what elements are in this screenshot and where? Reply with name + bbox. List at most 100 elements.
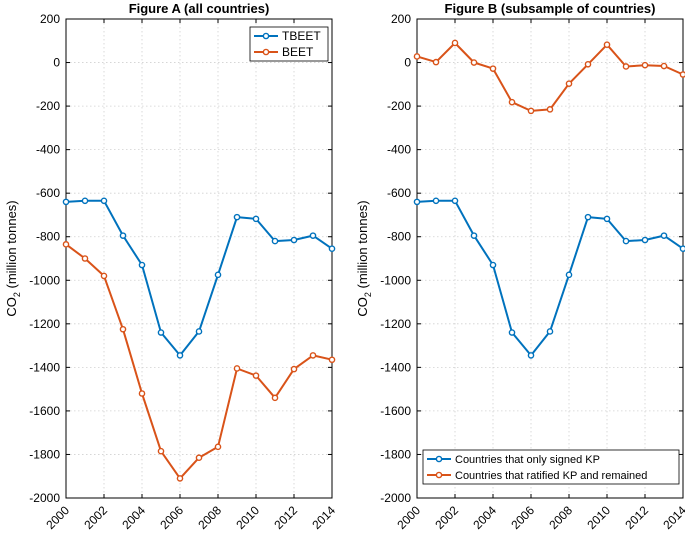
- data-point: [62, 241, 70, 248]
- y-tick-label: 0: [53, 56, 60, 70]
- data-point: [660, 232, 668, 239]
- data-point: [233, 365, 241, 372]
- data-point: [432, 197, 440, 205]
- data-point: [290, 365, 298, 373]
- data-point: [214, 271, 222, 279]
- data-point: [603, 215, 611, 223]
- x-tick-label: 2008: [195, 503, 224, 532]
- plot-area: [417, 19, 683, 498]
- y-tick-label: -1600: [29, 404, 60, 418]
- data-point: [176, 352, 184, 359]
- y-tick-label: -400: [387, 143, 411, 157]
- x-tick-label: 2012: [271, 503, 300, 532]
- data-point: [413, 53, 421, 60]
- y-tick-label: -800: [36, 230, 60, 244]
- y-tick-label: -600: [387, 186, 411, 200]
- y-tick-label: -200: [36, 99, 60, 113]
- plot-area: [66, 19, 332, 498]
- x-tick-label: 2010: [584, 503, 613, 532]
- data-point: [157, 329, 165, 336]
- data-point: [546, 328, 554, 335]
- legend-marker: [262, 48, 270, 56]
- data-point: [138, 390, 146, 397]
- x-tick-label: 2004: [119, 503, 148, 532]
- y-tick-label: -2000: [29, 491, 60, 505]
- chart-title: Figure A (all countries): [129, 1, 270, 16]
- y-axis-label: CO2 (million tonnes): [355, 200, 373, 316]
- data-point: [271, 237, 279, 245]
- x-tick-label: 2002: [432, 503, 461, 532]
- data-point: [622, 237, 630, 245]
- data-point: [603, 41, 611, 48]
- data-point: [252, 372, 260, 379]
- data-point: [432, 58, 440, 66]
- data-point: [660, 62, 668, 70]
- data-point: [470, 59, 478, 66]
- data-point: [157, 447, 165, 455]
- x-tick-label: 2012: [622, 503, 651, 532]
- data-point: [470, 232, 478, 239]
- chart-b: 2000-200-400-600-800-1000-1200-1400-1600…: [355, 1, 685, 532]
- data-point: [508, 98, 516, 106]
- data-point: [81, 197, 89, 205]
- y-tick-label: -400: [36, 143, 60, 157]
- legend-marker: [435, 471, 443, 479]
- data-point: [252, 215, 260, 223]
- data-point: [584, 213, 592, 221]
- legend: Countries that only signed KP Countries t…: [422, 449, 680, 485]
- chart-title: Figure B (subsample of countries): [445, 1, 656, 16]
- data-point: [451, 39, 459, 47]
- data-point: [679, 71, 685, 78]
- data-point: [489, 65, 497, 72]
- data-point: [81, 255, 89, 262]
- legend-label: Countries that ratified KP and remained: [455, 470, 647, 482]
- data-point: [195, 454, 203, 462]
- legend: TBEET BEET: [249, 26, 329, 62]
- legend-label: TBEET: [282, 29, 321, 43]
- x-tick-label: 2008: [546, 503, 575, 532]
- data-point: [641, 236, 649, 244]
- data-point: [328, 245, 336, 253]
- legend-marker: [435, 455, 443, 463]
- data-point: [233, 213, 241, 221]
- data-point: [62, 198, 70, 206]
- y-tick-label: -600: [36, 186, 60, 200]
- y-tick-label: -1800: [380, 447, 411, 461]
- chart-a: 2000-200-400-600-800-1000-1200-1400-1600…: [4, 1, 338, 532]
- data-point: [119, 232, 127, 239]
- y-tick-label: -200: [387, 99, 411, 113]
- data-point: [527, 352, 535, 359]
- y-tick-label: -1200: [380, 317, 411, 331]
- data-point: [214, 443, 222, 451]
- legend-label: BEET: [282, 45, 314, 59]
- x-tick-label: 2002: [81, 503, 110, 532]
- y-axis-label: CO2 (million tonnes): [4, 200, 22, 316]
- axes-box: [65, 18, 333, 499]
- legend-marker: [262, 32, 270, 40]
- y-tick-label: 200: [40, 12, 60, 26]
- y-tick-label: -2000: [380, 491, 411, 505]
- x-tick-label: 2014: [660, 503, 685, 532]
- data-point: [622, 63, 630, 70]
- x-tick-label: 2000: [43, 503, 72, 532]
- x-tick-label: 2000: [394, 503, 423, 532]
- data-point: [489, 261, 497, 269]
- y-tick-label: -1400: [380, 360, 411, 374]
- y-tick-label: -1000: [380, 273, 411, 287]
- data-point: [309, 352, 317, 359]
- data-point: [100, 197, 108, 205]
- y-tick-label: -800: [387, 230, 411, 244]
- y-tick-label: -1000: [29, 273, 60, 287]
- y-tick-label: 200: [391, 12, 411, 26]
- data-point: [679, 245, 685, 253]
- legend-label: Countries that only signed KP: [455, 454, 600, 466]
- data-point: [641, 61, 649, 69]
- x-tick-label: 2006: [157, 503, 186, 532]
- data-point: [195, 328, 203, 335]
- data-point: [565, 271, 573, 279]
- data-point: [138, 261, 146, 269]
- data-point: [119, 325, 127, 333]
- y-tick-label: 0: [404, 56, 411, 70]
- legend-box: [249, 26, 329, 62]
- x-tick-label: 2004: [470, 503, 499, 532]
